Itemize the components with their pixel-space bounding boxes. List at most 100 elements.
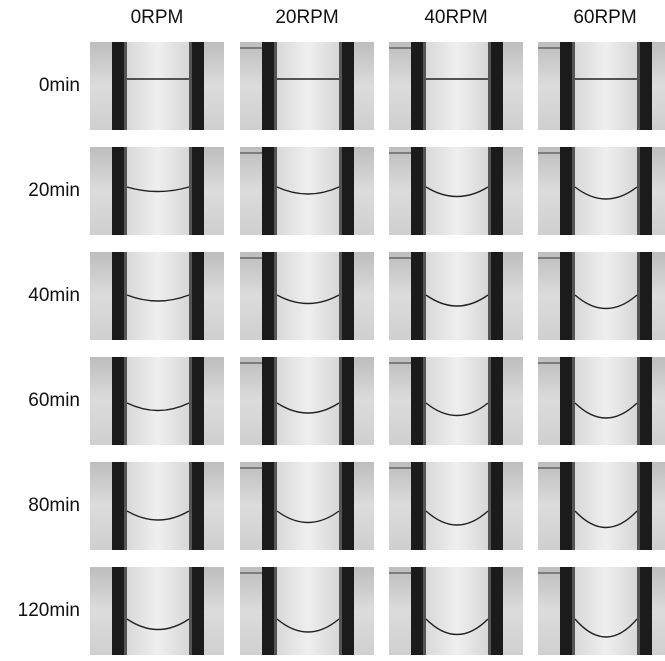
tube-wall-right [340,252,354,340]
tube-wall-left [112,147,126,235]
tube-edge-right [488,357,491,445]
photo [90,252,224,340]
tube-wall-left [112,357,126,445]
column-header: 0RPM [131,7,184,28]
tube-edge-left [423,357,426,445]
photo [538,567,665,655]
tube-edge-left [572,42,575,130]
column-header: 60RPM [573,7,636,28]
tube-edge-left [423,462,426,550]
photo [90,462,224,550]
tube-wall-right [190,147,204,235]
tube-edge-right [339,252,342,340]
row-label: 40min [28,285,80,306]
tube-interior [126,42,190,130]
tube-edge-right [189,42,192,130]
row-label: 80min [28,495,80,516]
tube-edge-right [339,567,342,655]
photo [240,567,374,655]
tube-edge-right [637,357,640,445]
tube-wall-right [340,567,354,655]
tube-wall-left [411,567,425,655]
tube-wall-right [489,42,503,130]
tube-wall-right [190,357,204,445]
tube-interior [574,252,638,340]
tube-edge-left [274,567,277,655]
photo [389,252,523,340]
tube-interior [276,567,340,655]
tube-wall-right [340,357,354,445]
tube-wall-left [262,147,276,235]
tube-interior [425,567,489,655]
tube-wall-left [560,42,574,130]
tube-interior [126,462,190,550]
tube-edge-right [339,147,342,235]
tube-edge-right [637,567,640,655]
tube-edge-right [189,147,192,235]
photo-grid: 0RPM20RPM40RPM60RPM0min20min40min60min80… [0,0,665,661]
tube-wall-left [560,462,574,550]
tube-wall-left [560,147,574,235]
tube-interior [574,42,638,130]
tube-edge-left [274,357,277,445]
photo [240,357,374,445]
row-label: 120min [18,600,80,621]
tube-wall-right [489,357,503,445]
page: {"columns": ["0RPM", "20RPM", "40RPM", "… [0,0,665,661]
photo [240,462,374,550]
tube-edge-left [423,147,426,235]
photo [240,147,374,235]
tube-edge-left [423,567,426,655]
tube-wall-right [489,147,503,235]
row-label: 60min [28,390,80,411]
photo [90,42,224,130]
tube-edge-left [124,462,127,550]
tube-edge-right [339,462,342,550]
tube-interior [276,42,340,130]
tube-edge-left [124,567,127,655]
tube-wall-left [560,357,574,445]
tube-interior [425,252,489,340]
tube-edge-left [124,42,127,130]
tube-edge-right [488,252,491,340]
tube-interior [425,42,489,130]
row-label: 0min [39,75,80,96]
tube-edge-left [572,252,575,340]
tube-wall-left [262,252,276,340]
tube-edge-right [637,42,640,130]
tube-wall-right [340,147,354,235]
tube-wall-right [190,567,204,655]
tube-edge-right [339,357,342,445]
photo [389,357,523,445]
tube-edge-left [274,252,277,340]
tube-interior [276,462,340,550]
photo [389,462,523,550]
tube-edge-right [189,357,192,445]
tube-wall-left [262,357,276,445]
tube-wall-left [560,252,574,340]
tube-interior [276,357,340,445]
tube-wall-left [411,42,425,130]
photo [240,252,374,340]
tube-interior [425,357,489,445]
tube-wall-left [262,42,276,130]
tube-interior [425,462,489,550]
tube-interior [276,252,340,340]
tube-wall-right [190,42,204,130]
tube-edge-left [572,357,575,445]
tube-interior [574,357,638,445]
photo [538,357,665,445]
tube-wall-right [190,252,204,340]
tube-interior [574,147,638,235]
photo [389,42,523,130]
tube-wall-left [262,462,276,550]
tube-edge-left [124,357,127,445]
tube-edge-right [637,252,640,340]
tube-edge-left [274,147,277,235]
tube-wall-right [638,252,652,340]
tube-edge-right [488,42,491,130]
tube-wall-left [112,42,126,130]
tube-edge-left [423,42,426,130]
tube-wall-right [340,42,354,130]
photo [538,42,665,130]
